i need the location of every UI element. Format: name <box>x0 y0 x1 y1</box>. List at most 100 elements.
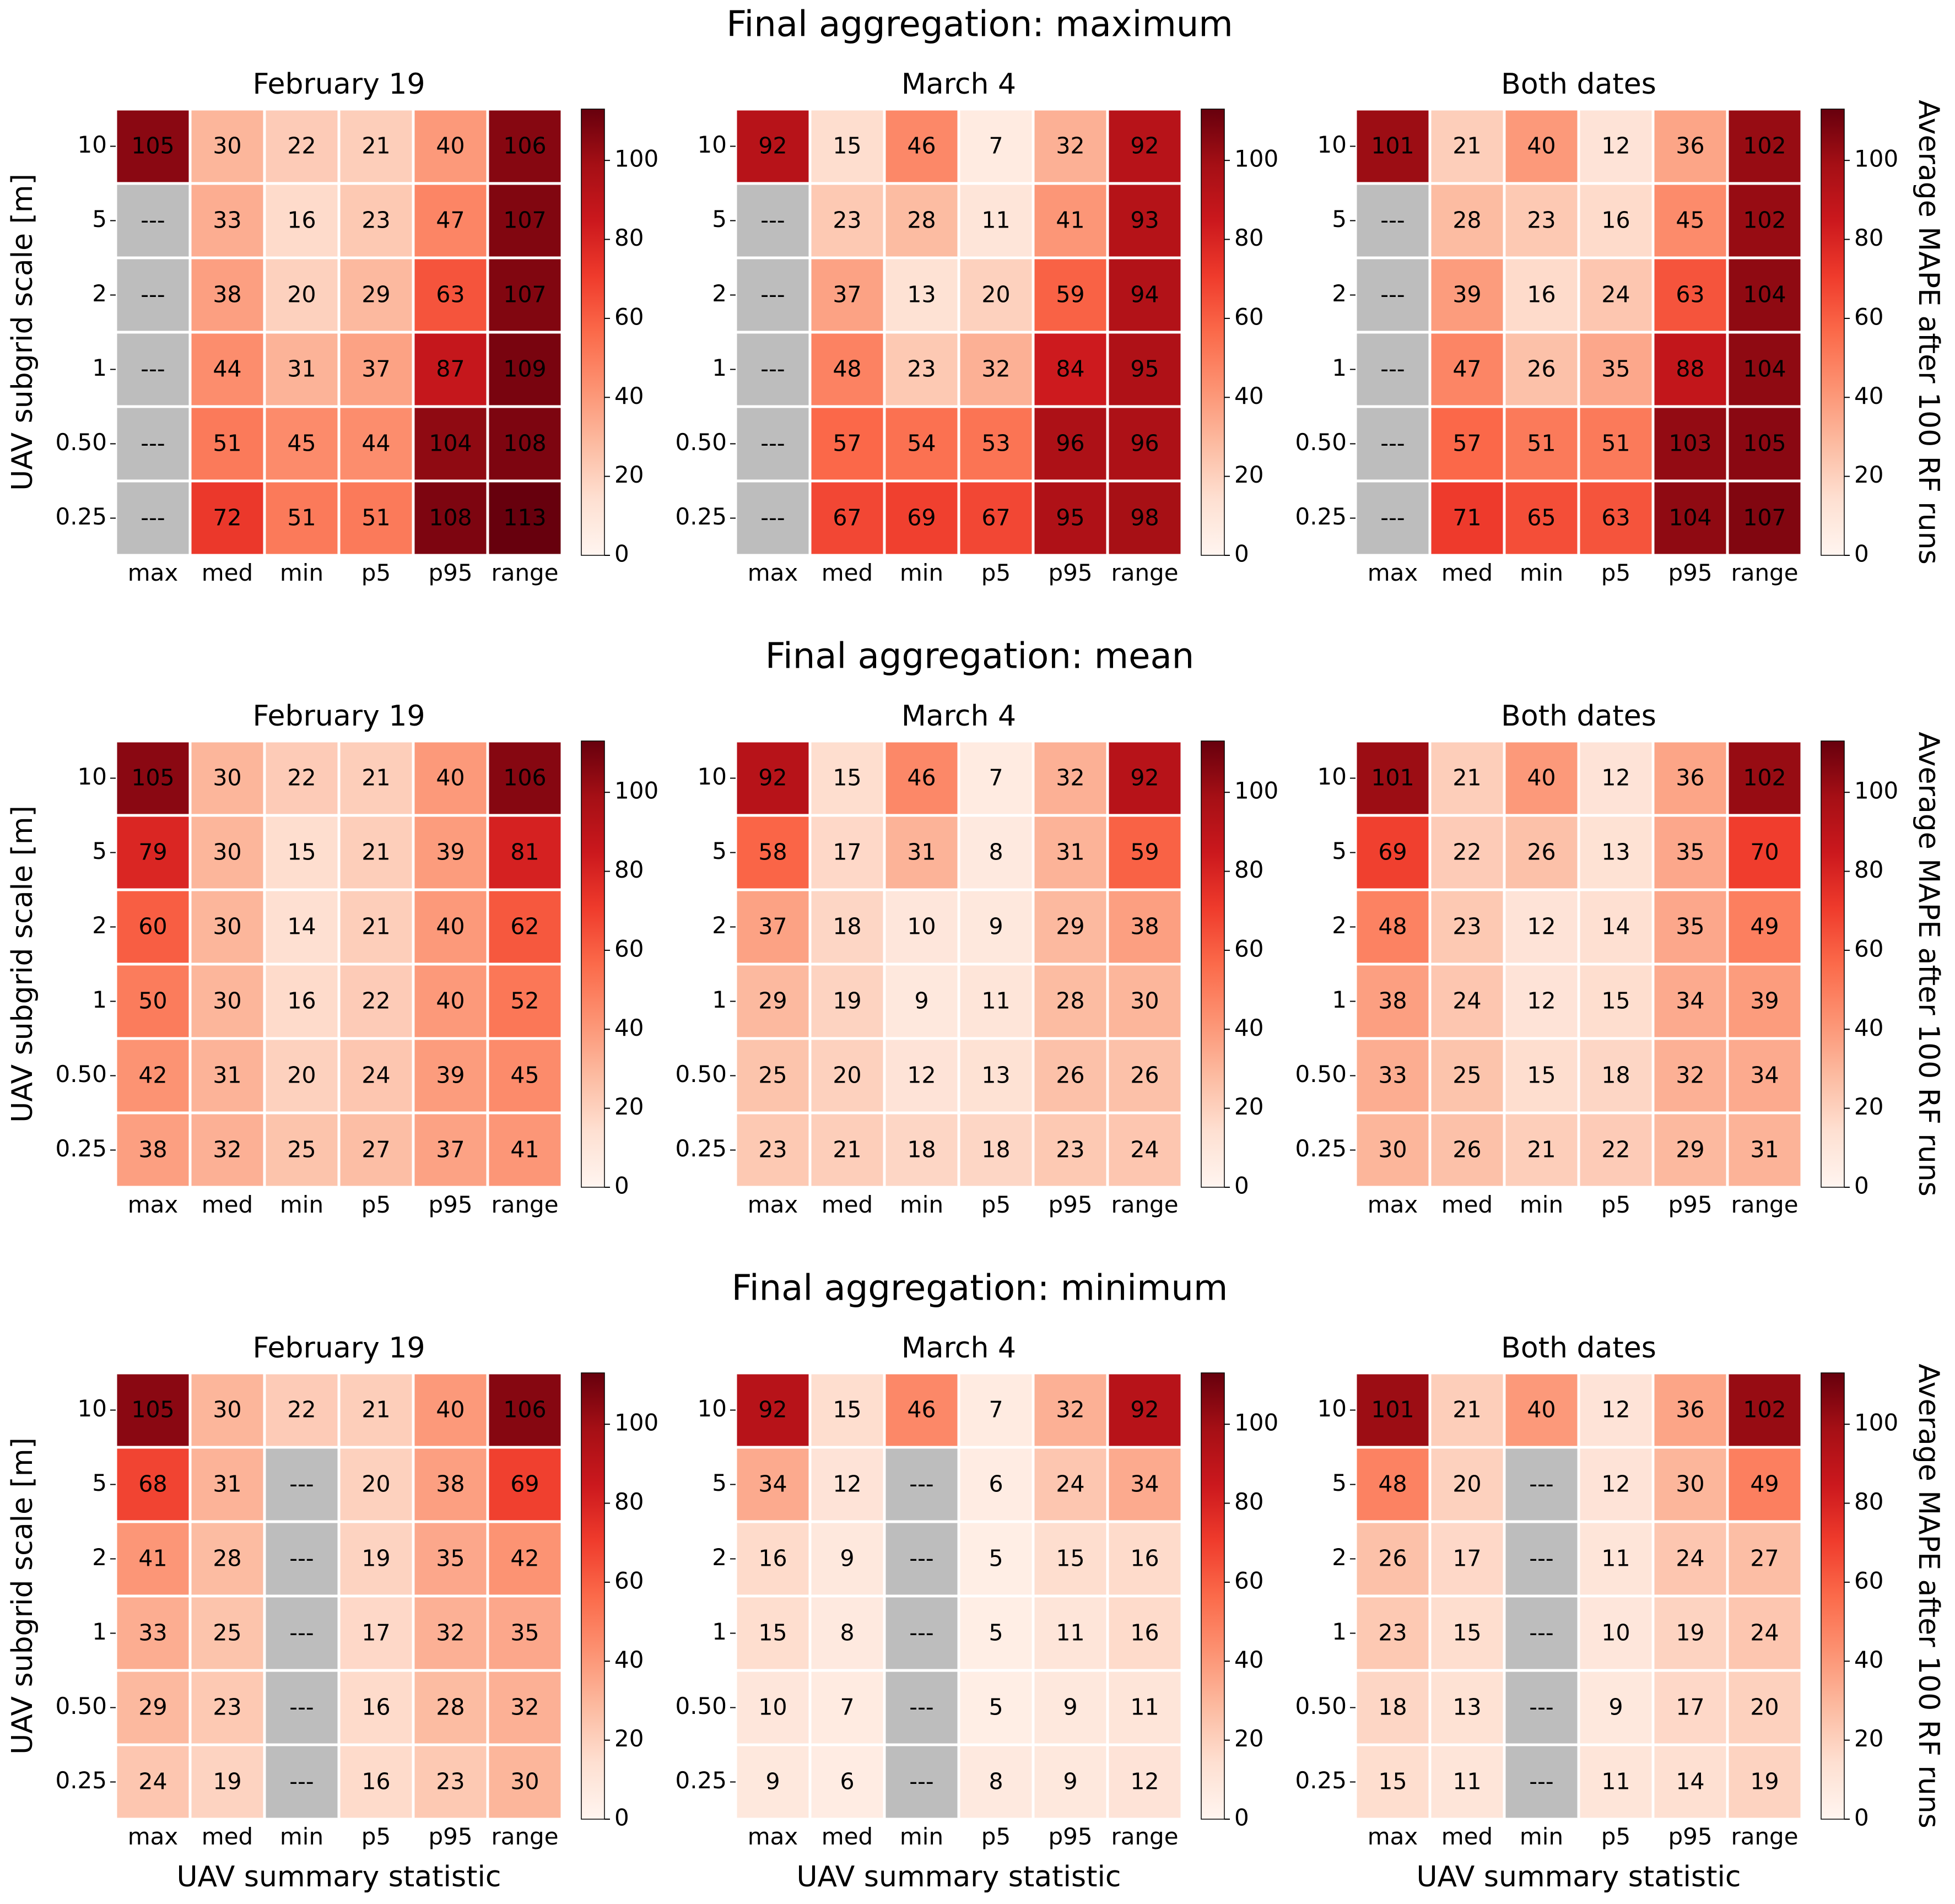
cell-label: 11 <box>1452 1768 1481 1795</box>
cell-label: 32 <box>510 1694 539 1721</box>
panel-title: February 19 <box>252 1332 425 1365</box>
cell-label: 107 <box>1743 505 1786 531</box>
x-tick-label: range <box>1111 1823 1178 1850</box>
cell-label: 79 <box>138 839 167 866</box>
cell-label: 53 <box>981 430 1010 457</box>
y-tick-label: 5 <box>1332 1469 1347 1496</box>
heatmap-cell <box>1726 1594 1803 1672</box>
cell-label: 108 <box>429 505 472 531</box>
cell-label: 96 <box>1130 430 1159 457</box>
cell-label: 96 <box>1056 430 1084 457</box>
heatmap-cell <box>1031 405 1109 483</box>
cell-label: 51 <box>213 430 241 457</box>
heatmap-cell <box>486 814 564 891</box>
y-tick-label: 0.25 <box>1295 1135 1347 1162</box>
cell-label: 38 <box>138 1137 167 1163</box>
cell-label: 106 <box>503 765 546 791</box>
cell-label: 18 <box>981 1137 1010 1163</box>
y-tick-label: 0.25 <box>1295 1767 1347 1794</box>
colorbar-tick-label: 60 <box>614 1567 644 1594</box>
colorbar-tick-label: 80 <box>1854 856 1883 883</box>
cell-label: 41 <box>138 1545 167 1572</box>
heatmap-cell <box>412 331 489 408</box>
heatmap-cell <box>188 888 266 966</box>
cell-label: 34 <box>758 1471 787 1497</box>
panel-title: March 4 <box>901 68 1016 101</box>
cell-label: 17 <box>1676 1694 1704 1721</box>
heatmap-cell <box>486 1111 564 1189</box>
cell-label: 25 <box>758 1062 787 1089</box>
heatmap-cell <box>337 182 415 259</box>
cell-label: 39 <box>436 839 465 866</box>
cell-label: 8 <box>989 839 1003 866</box>
cell-label: 39 <box>1750 988 1779 1014</box>
cell-label: 92 <box>758 765 787 791</box>
cell-label: --- <box>909 1471 933 1497</box>
heatmap-cell <box>1354 1594 1432 1672</box>
colorbar-tick-label: 60 <box>614 303 644 330</box>
colorbar-tick-label: 20 <box>614 1725 644 1752</box>
heatmap-cell <box>337 331 415 408</box>
cell-label: 105 <box>131 1397 174 1423</box>
heatmap-cell <box>486 1446 564 1523</box>
cell-label: 47 <box>436 207 465 234</box>
x-tick-label: p95 <box>428 1823 472 1850</box>
cell-label: 36 <box>1676 1397 1704 1423</box>
colorbar-tick-label: 0 <box>1854 1172 1869 1199</box>
row-title: Final aggregation: maximum <box>726 4 1233 45</box>
cell-label: 72 <box>213 505 241 531</box>
colorbar-tick-label: 60 <box>1854 935 1883 962</box>
cell-label: 109 <box>503 356 546 382</box>
cell-label: 18 <box>907 1137 936 1163</box>
heatmap-cell <box>263 331 341 408</box>
y-tick-label: 5 <box>712 1469 727 1496</box>
heatmap-cell <box>486 479 564 557</box>
cell-label: 22 <box>1452 839 1481 866</box>
heatmap-cell <box>1577 1371 1655 1449</box>
heatmap-cell <box>1031 1111 1109 1189</box>
cell-label: 44 <box>213 356 241 382</box>
cell-label: 104 <box>429 430 472 457</box>
cell-label: 12 <box>1601 765 1630 791</box>
cell-label: --- <box>1380 430 1405 457</box>
cell-label: 16 <box>1130 1545 1159 1572</box>
cell-label: 63 <box>1601 505 1630 531</box>
cell-label: 16 <box>361 1694 390 1721</box>
x-tick-label: p95 <box>428 1191 472 1218</box>
cell-label: 23 <box>758 1137 787 1163</box>
heatmap-cell <box>1106 962 1184 1040</box>
cell-label: 11 <box>1130 1694 1159 1721</box>
heatmap-cell <box>263 739 341 817</box>
row-title: Final aggregation: minimum <box>732 1268 1228 1309</box>
heatmap-cell <box>1354 1037 1432 1115</box>
heatmap-cell <box>957 256 1035 334</box>
cell-label: 11 <box>1601 1545 1630 1572</box>
cell-label: 26 <box>1527 356 1556 382</box>
cell-label: 65 <box>1527 505 1556 531</box>
cell-label: 16 <box>361 1768 390 1795</box>
cell-label: 23 <box>436 1768 465 1795</box>
heatmap-cell <box>1726 405 1803 483</box>
y-tick-label: 1 <box>92 354 107 381</box>
colorbar-tick-label: 100 <box>1854 1409 1898 1436</box>
heatmap-cell-missing <box>1354 479 1432 557</box>
cell-label: 13 <box>1601 839 1630 866</box>
colorbar-tick-label: 60 <box>1234 935 1263 962</box>
cell-label: 34 <box>1750 1062 1779 1089</box>
heatmap-cell-missing <box>1354 331 1432 408</box>
y-axis-label: UAV subgrid scale [m] <box>6 174 39 491</box>
cell-label: 32 <box>1676 1062 1704 1089</box>
cell-label: 105 <box>1743 430 1786 457</box>
cell-label: 69 <box>907 505 936 531</box>
heatmap-cell <box>412 1594 489 1672</box>
heatmap-cell <box>263 405 341 483</box>
cell-label: 11 <box>1056 1620 1084 1646</box>
cell-label: 22 <box>361 988 390 1014</box>
cell-label: --- <box>141 505 165 531</box>
heatmap-cell <box>188 256 266 334</box>
cell-label: 51 <box>287 505 316 531</box>
heatmap-cell <box>337 1669 415 1746</box>
heatmap-cell <box>1651 1371 1729 1449</box>
heatmap-cell <box>883 962 960 1040</box>
